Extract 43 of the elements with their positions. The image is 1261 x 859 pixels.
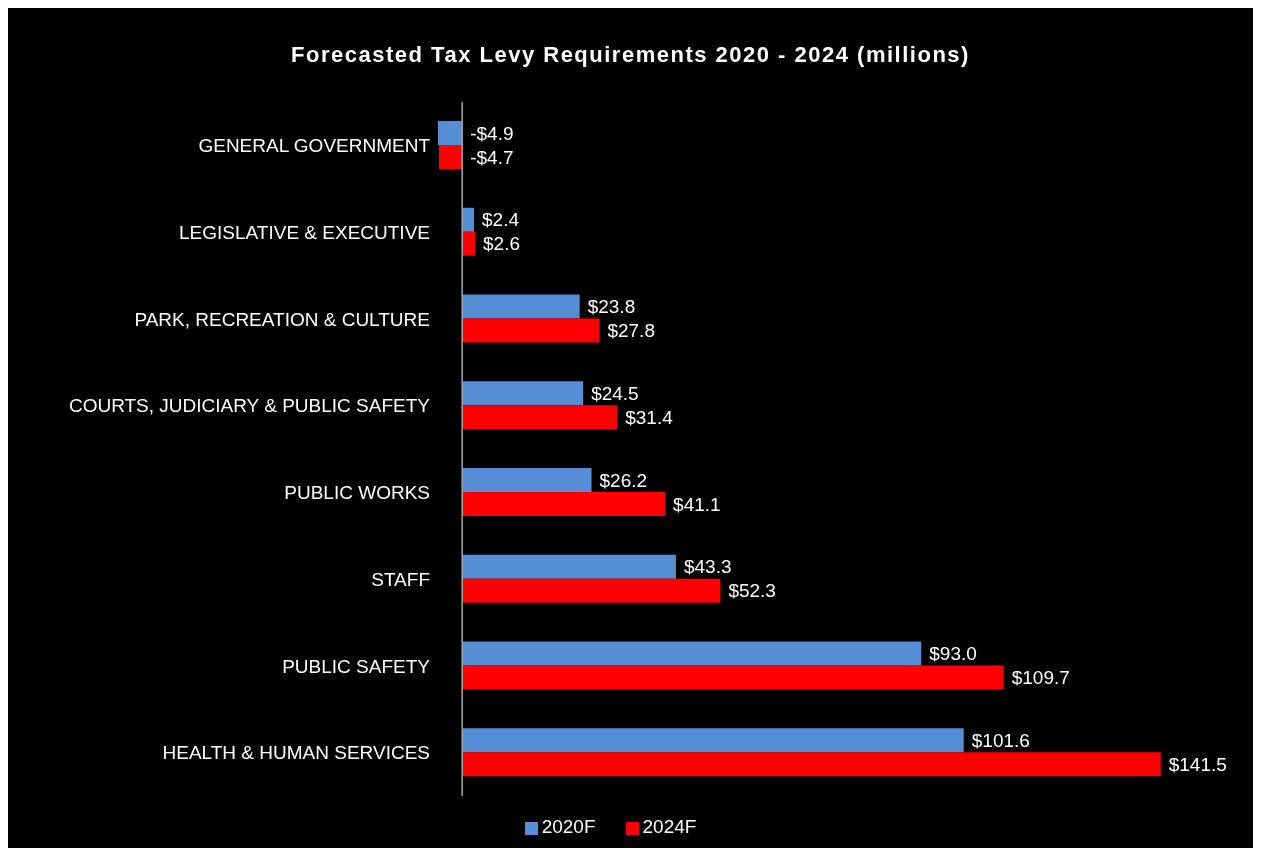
- data-label: $101.6: [971, 729, 1030, 751]
- legend-label: 2020F: [541, 816, 596, 837]
- data-label: $52.3: [728, 580, 776, 602]
- bar: [462, 405, 618, 430]
- bar: [462, 294, 580, 319]
- chart-title: Forecasted Tax Levy Requirements 2020 - 2024 (millions): [290, 41, 971, 69]
- y-tick-label: PARK, RECREATION & CULTURE: [134, 308, 430, 330]
- bar: [462, 468, 592, 492]
- y-tick-label: PUBLIC WORKS: [284, 482, 430, 504]
- data-label: $2.6: [483, 233, 521, 255]
- data-label: $109.7: [1011, 667, 1070, 689]
- bar: [438, 145, 463, 169]
- bar: [462, 492, 666, 516]
- bar: [462, 665, 1004, 690]
- data-label: $93.0: [929, 643, 977, 665]
- data-label: -$4.7: [470, 146, 514, 168]
- bar: [462, 318, 600, 343]
- data-label: $24.5: [591, 382, 639, 404]
- bar: [462, 752, 1161, 777]
- data-label: $2.4: [482, 209, 520, 231]
- bar: [462, 578, 721, 603]
- y-tick-label: HEALTH & HUMAN SERVICES: [162, 742, 430, 764]
- y-tick-label: GENERAL GOVERNMENT: [198, 135, 431, 157]
- y-tick-label: PUBLIC SAFETY: [282, 655, 431, 677]
- bar: [438, 121, 463, 145]
- y-tick-label: STAFF: [371, 568, 430, 590]
- bar: [462, 231, 476, 256]
- data-label: $31.4: [625, 406, 674, 428]
- bar: [462, 641, 922, 666]
- bar: [462, 381, 584, 406]
- bar: [462, 728, 964, 753]
- y-tick-label: LEGISLATIVE & EXECUTIVE: [179, 221, 430, 243]
- legend-label: 2024F: [642, 816, 697, 837]
- data-label: $43.3: [683, 556, 732, 578]
- data-label: $141.5: [1168, 753, 1227, 775]
- data-label: $23.8: [587, 296, 636, 318]
- data-label: $27.8: [607, 320, 655, 342]
- bar: [462, 554, 676, 579]
- y-tick-label: COURTS, JUDICIARY & PUBLIC SAFETY: [68, 395, 431, 417]
- data-label: $41.1: [673, 493, 721, 515]
- data-label: -$4.9: [470, 122, 514, 144]
- data-label: $26.2: [599, 469, 648, 491]
- bar: [462, 207, 475, 232]
